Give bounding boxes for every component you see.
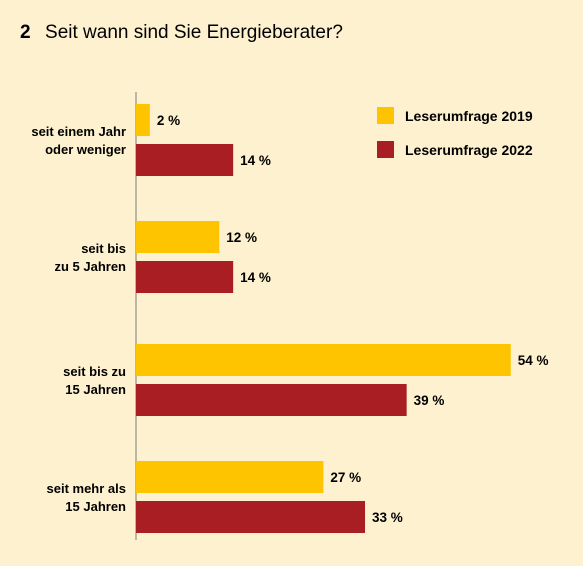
value-label: 33 % xyxy=(372,510,403,525)
bar-2022-4 xyxy=(136,501,366,533)
value-label: 27 % xyxy=(330,470,361,485)
value-label: 54 % xyxy=(518,353,549,368)
value-label: 14 % xyxy=(240,153,271,168)
category-label: oder weniger xyxy=(45,142,126,157)
value-label: 2 % xyxy=(157,113,180,128)
bar-2019-2 xyxy=(136,221,220,253)
value-label: 14 % xyxy=(240,270,271,285)
bar-2019-3 xyxy=(136,344,511,376)
bar-2022-3 xyxy=(136,384,407,416)
category-label: 15 Jahren xyxy=(65,499,126,514)
bars-group: 2 % 14 % seit einem Jahr oder weniger 12 % 14… xyxy=(31,104,549,533)
legend-swatch-2019 xyxy=(377,107,394,124)
category-label: zu 5 Jahren xyxy=(54,259,126,274)
bar-2022-2 xyxy=(136,261,234,293)
chart-title: 2 Seit wann sind Sie Energieberater? xyxy=(20,22,343,43)
legend: Leserumfrage 2019 Leserumfrage 2022 xyxy=(377,107,533,158)
category-label: seit einem Jahr xyxy=(31,124,126,139)
category-label: seit bis xyxy=(81,241,126,256)
category-label: 15 Jahren xyxy=(65,382,126,397)
category-label: seit bis zu xyxy=(63,364,126,379)
value-label: 39 % xyxy=(414,393,445,408)
category-label: seit mehr als xyxy=(47,481,127,496)
bar-2019-1 xyxy=(136,104,150,136)
legend-label: Leserumfrage 2022 xyxy=(405,142,533,158)
figure-number: 2 xyxy=(20,22,31,43)
title-text: Seit wann sind Sie Energieberater? xyxy=(45,22,343,43)
bar-2022-1 xyxy=(136,144,234,176)
legend-swatch-2022 xyxy=(377,141,394,158)
legend-label: Leserumfrage 2019 xyxy=(405,108,533,124)
value-label: 12 % xyxy=(226,230,257,245)
bar-2019-4 xyxy=(136,461,324,493)
